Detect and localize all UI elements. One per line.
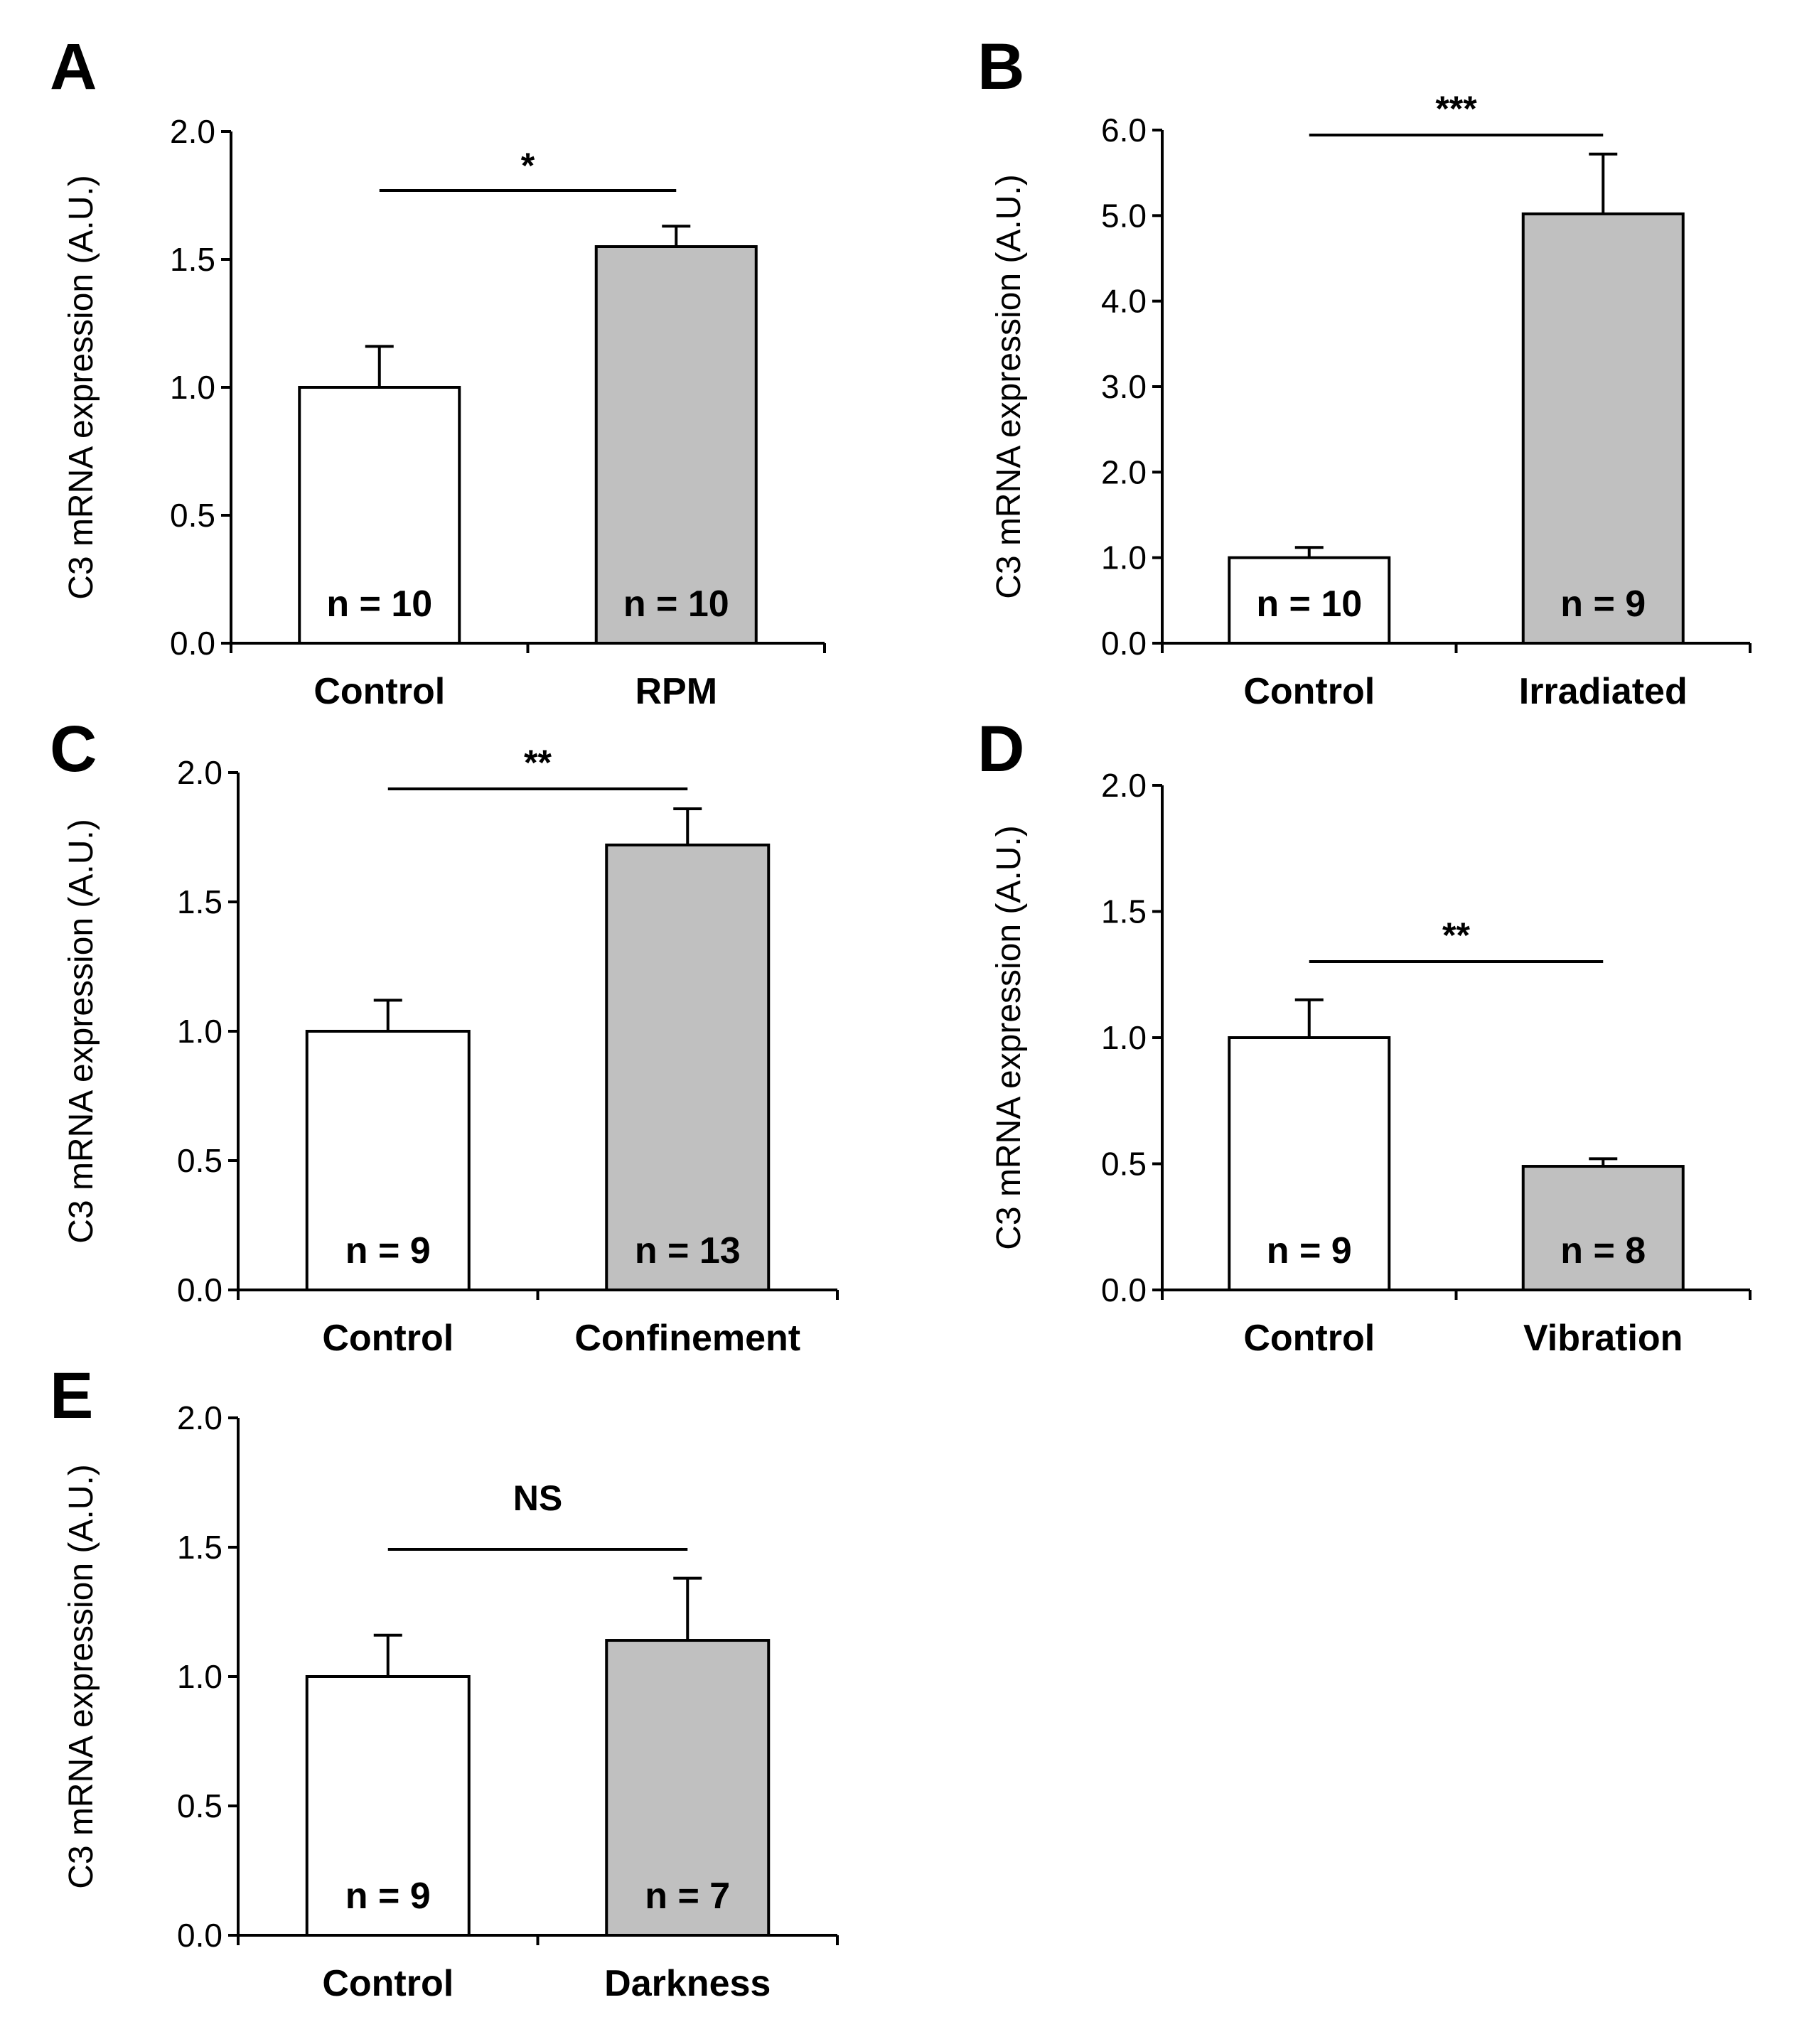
panel-letter: D	[977, 713, 1024, 785]
significance-label: ***	[1435, 89, 1477, 129]
y-axis-label: C3 mRNA expression (A.U.)	[63, 819, 100, 1244]
category-label: Control	[322, 1963, 454, 2004]
y-tick-label: 5.0	[1101, 197, 1147, 234]
y-tick-label: 0.0	[177, 1271, 222, 1308]
category-label: Control	[1243, 671, 1375, 712]
significance-label: **	[524, 743, 552, 782]
category-label: Confinement	[574, 1318, 800, 1359]
y-tick-label: 1.5	[177, 883, 222, 920]
panel-letter: B	[977, 31, 1024, 103]
category-label: Vibration	[1523, 1318, 1683, 1359]
n-label: n = 7	[645, 1876, 730, 1917]
significance-label: NS	[513, 1478, 562, 1518]
n-label: n = 10	[326, 583, 432, 625]
y-tick-label: 0.0	[170, 625, 215, 662]
y-tick-label: 2.0	[1101, 767, 1147, 804]
n-label: n = 8	[1560, 1230, 1646, 1271]
significance-label: **	[1442, 915, 1470, 955]
panel-letter: E	[50, 1360, 93, 1432]
y-tick-label: 1.0	[177, 1013, 222, 1050]
y-tick-label: 0.5	[1101, 1146, 1147, 1183]
category-label: Irradiated	[1519, 671, 1688, 712]
n-label: n = 9	[345, 1876, 431, 1917]
chart-panel-a: A C3 mRNA expression (A.U.) 0.0 0.5 1.0 1.5 2.…	[50, 31, 826, 712]
y-tick-label: 3.0	[1101, 368, 1147, 405]
bar	[1521, 1165, 1685, 1292]
y-tick-label: 2.0	[1101, 453, 1147, 490]
category-label: Darkness	[604, 1963, 771, 2004]
bar	[1228, 1036, 1391, 1291]
n-label: n = 10	[623, 583, 729, 625]
y-axis-label: C3 mRNA expression (A.U.)	[63, 1464, 100, 1889]
y-tick-label: 0.5	[170, 497, 215, 534]
y-tick-label: 1.0	[177, 1658, 222, 1695]
y-tick-label: 6.0	[1101, 112, 1147, 149]
chart-panel-e: E C3 mRNA expression (A.U.) 0.0 0.5 1.0 1.5 2.…	[50, 1360, 839, 2004]
y-tick-label: 0.0	[1101, 625, 1147, 662]
y-tick-label: 1.0	[1101, 539, 1147, 576]
significance-label: *	[521, 146, 535, 185]
y-axis-label: C3 mRNA expression (A.U.)	[990, 825, 1028, 1250]
panel-letter: C	[50, 713, 97, 785]
y-axis-label: C3 mRNA expression (A.U.)	[63, 175, 100, 600]
bar	[298, 386, 461, 645]
bar	[605, 843, 771, 1292]
bar	[1521, 212, 1685, 645]
category-label: RPM	[635, 671, 717, 712]
n-label: n = 9	[1560, 583, 1646, 625]
n-label: n = 13	[635, 1230, 741, 1271]
bar	[605, 1639, 771, 1937]
y-tick-label: 1.0	[170, 369, 215, 406]
y-tick-label: 1.5	[1101, 893, 1147, 930]
y-tick-label: 1.5	[170, 241, 215, 278]
y-tick-label: 2.0	[177, 754, 222, 791]
y-tick-label: 2.0	[177, 1399, 222, 1436]
y-tick-label: 0.0	[1101, 1271, 1147, 1308]
y-tick-label: 1.5	[177, 1529, 222, 1566]
bar	[594, 245, 758, 645]
n-label: n = 9	[1267, 1230, 1352, 1271]
bar	[305, 1675, 471, 1937]
bar	[1228, 556, 1391, 645]
y-tick-label: 0.0	[177, 1917, 222, 1954]
panel-letter: A	[50, 31, 97, 103]
y-tick-label: 0.5	[177, 1142, 222, 1179]
y-tick-label: 4.0	[1101, 283, 1147, 320]
y-tick-label: 2.0	[170, 113, 215, 150]
y-tick-label: 0.5	[177, 1787, 222, 1824]
chart-panel-b: B C3 mRNA expression (A.U.) 0.0 1.0 2.0 3.0 4.…	[977, 31, 1752, 712]
n-label: n = 10	[1256, 583, 1362, 625]
y-tick-label: 1.0	[1101, 1019, 1147, 1056]
chart-panel-d: D C3 mRNA expression (A.U.) 0.0 0.5 1.0 1.5 2.…	[977, 713, 1752, 1359]
category-label: Control	[322, 1318, 454, 1359]
category-label: Control	[313, 671, 445, 712]
bar	[305, 1030, 471, 1291]
n-label: n = 9	[345, 1230, 431, 1271]
y-axis-label: C3 mRNA expression (A.U.)	[990, 174, 1028, 599]
category-label: Control	[1243, 1318, 1375, 1359]
chart-panel-c: C C3 mRNA expression (A.U.) 0.0 0.5 1.0 1.5 2.…	[50, 713, 839, 1359]
